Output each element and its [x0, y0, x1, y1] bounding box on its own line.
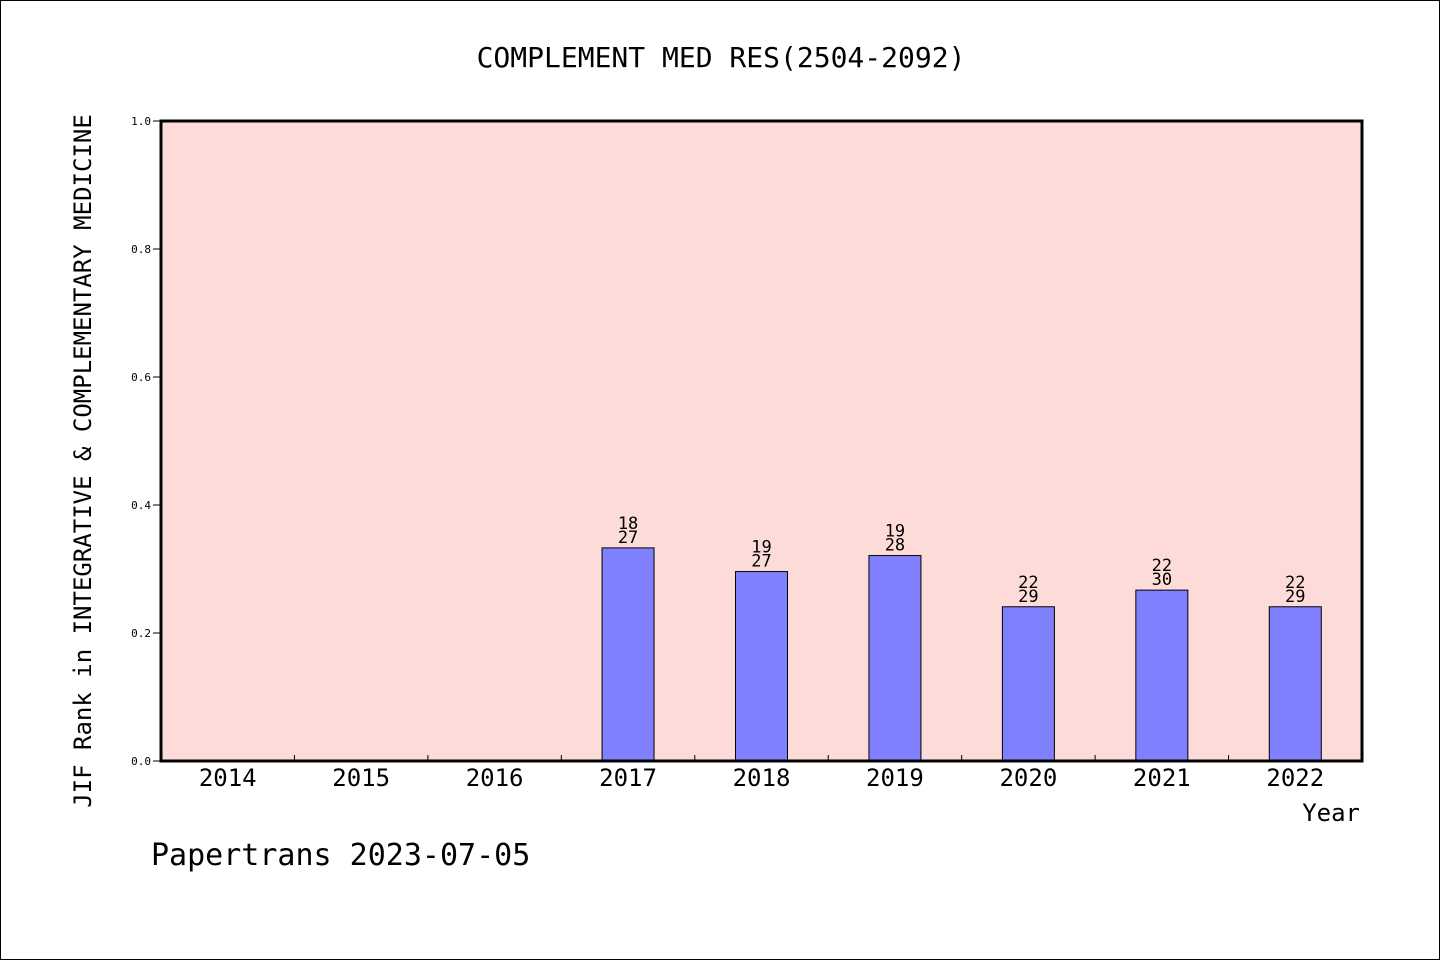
y-tick-label: 0.4	[131, 499, 151, 512]
bar-rank-label: 19	[885, 522, 905, 542]
bar-total-label: 29	[1018, 587, 1038, 607]
y-axis: 0.0 0.2 0.4 0.6 0.8 1.0	[131, 115, 161, 768]
y-tick-label: 0.2	[131, 627, 151, 640]
x-tick-label: 2022	[1266, 764, 1324, 792]
chart-title: COMPLEMENT MED RES(2504-2092)	[477, 41, 966, 74]
x-tick-label: 2019	[866, 764, 924, 792]
bar-rank-label: 18	[618, 514, 638, 534]
bar-2019	[868, 555, 922, 762]
x-tick-label: 2021	[1133, 764, 1191, 792]
x-tick-label: 2016	[466, 764, 524, 792]
x-axis: 2014 2015 2016 2017 2018 2019 2020 2021 2022	[199, 755, 1324, 792]
x-tick-label: 2014	[199, 764, 257, 792]
bar-total-label: 27	[618, 528, 638, 548]
footer-credit: Papertrans 2023-07-05	[151, 838, 530, 873]
bar-2018	[735, 571, 788, 762]
bar-total-label: 30	[1152, 570, 1172, 590]
bar-2021	[1135, 589, 1189, 762]
bar-2020	[1001, 606, 1055, 762]
bar-2017	[601, 547, 655, 762]
bar-total-label: 27	[751, 552, 771, 572]
bar-total-label: 29	[1285, 587, 1305, 607]
bar-rank-label: 19	[751, 538, 771, 558]
bar-rank-label: 22	[1152, 556, 1172, 576]
x-axis-title: Year	[1302, 799, 1360, 827]
bar-2022	[1268, 606, 1322, 762]
y-tick-label: 0.6	[131, 371, 151, 384]
bar-rank-label: 22	[1018, 573, 1038, 593]
y-axis-title: JIF Rank in INTEGRATIVE & COMPLEMENTARY …	[69, 114, 97, 808]
bars-group	[601, 547, 1322, 762]
bar-rank-label: 22	[1285, 573, 1305, 593]
x-tick-label: 2017	[599, 764, 657, 792]
y-tick-label: 0.0	[131, 755, 151, 768]
x-tick-label: 2018	[733, 764, 791, 792]
bar-total-label: 28	[885, 536, 905, 556]
plot-frame	[159, 119, 1364, 763]
y-tick-label: 0.8	[131, 243, 151, 256]
x-tick-label: 2020	[999, 764, 1057, 792]
y-tick-label: 1.0	[131, 115, 151, 128]
x-tick-label: 2015	[332, 764, 390, 792]
